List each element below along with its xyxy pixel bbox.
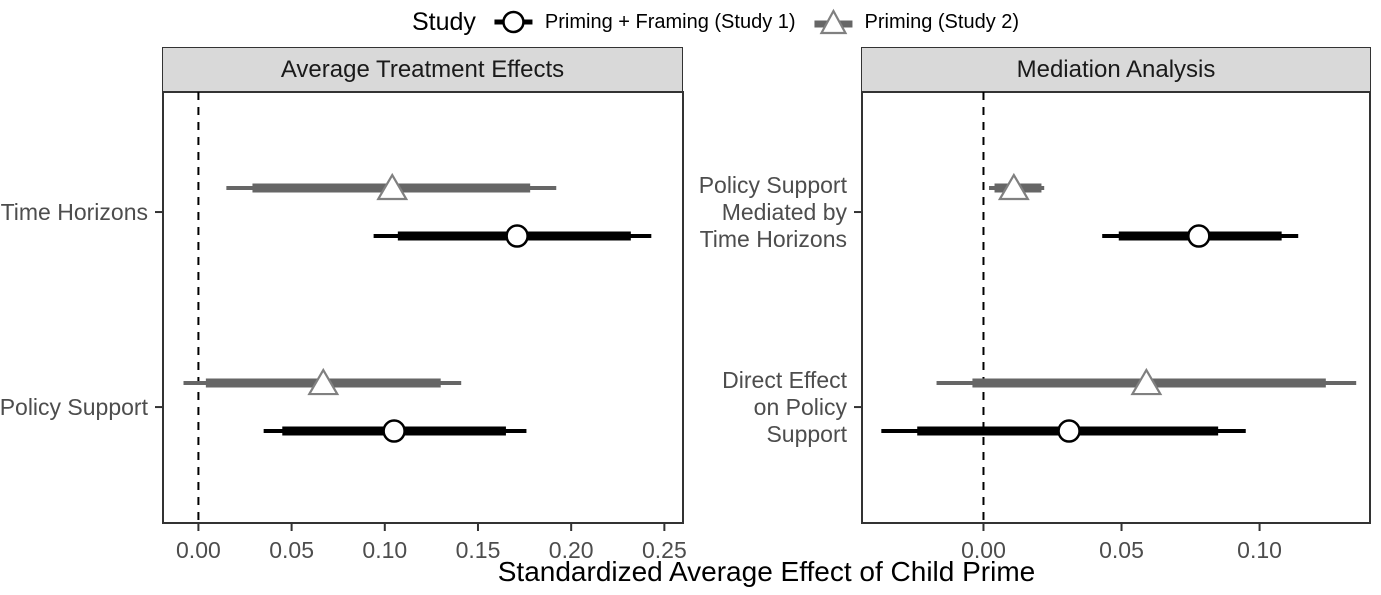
legend-label-study2: Priming (Study 2) — [864, 10, 1020, 33]
legend-label-study1: Priming + Framing (Study 1) — [544, 10, 796, 33]
point-estimate-triangle — [997, 172, 1030, 201]
x-tick-label: 0.05 — [1099, 537, 1144, 563]
legend-item-study2: Priming (Study 2) — [812, 7, 1020, 37]
triangle-key-icon — [814, 8, 853, 35]
legend: Study Priming + Framing (Study 1) Primin… — [412, 0, 1019, 44]
point-estimate-circle — [1187, 224, 1211, 248]
legend-title: Study — [411, 7, 476, 36]
panel-border — [861, 91, 1371, 524]
point-estimate-circle — [1057, 419, 1081, 443]
facet-strip-average-treatment-effects: Average Treatment Effects — [162, 47, 683, 93]
facet-title: Average Treatment Effects — [280, 56, 565, 83]
x-tick-label: 0.25 — [642, 537, 687, 563]
point-estimate-triangle — [307, 367, 340, 396]
point-estimate-circle — [382, 419, 406, 443]
legend-item-study1: Priming + Framing (Study 1) — [492, 7, 796, 37]
x-axis-title: Standardized Average Effect of Child Pri… — [497, 556, 1036, 587]
x-tick-label: 0.10 — [1237, 537, 1282, 563]
x-tick-label: 0.00 — [176, 537, 221, 563]
facet-title: Mediation Analysis — [1016, 56, 1216, 83]
x-tick-label: 0.10 — [362, 537, 407, 563]
point-estimate-circle — [505, 224, 529, 248]
x-tick-label: 0.20 — [549, 537, 594, 563]
point-estimate-triangle — [376, 172, 409, 201]
x-tick-label: 0.00 — [961, 537, 1006, 563]
point-estimate-triangle — [1130, 367, 1163, 396]
y-axis-label: Policy Support — [0, 394, 149, 420]
panel-border — [162, 91, 684, 524]
circle-key-icon — [494, 10, 533, 34]
y-axis-label: Time Horizons — [1, 199, 148, 225]
x-tick-label: 0.05 — [269, 537, 314, 563]
y-axis-label: Policy Support Mediated by Time Horizons — [699, 172, 848, 252]
x-tick-label: 0.15 — [456, 537, 501, 563]
y-axis-label: Direct Effect on Policy Support — [722, 367, 847, 447]
